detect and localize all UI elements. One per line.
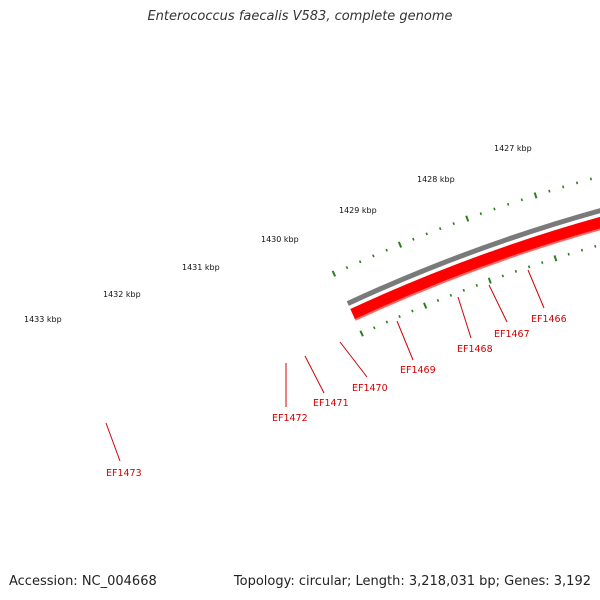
major-tick bbox=[553, 255, 558, 262]
minor-tick bbox=[541, 261, 544, 265]
kbp-label: 1430 kbp bbox=[261, 235, 299, 244]
minor-tick bbox=[501, 274, 505, 278]
minor-tick bbox=[589, 177, 593, 181]
minor-tick bbox=[514, 269, 518, 273]
minor-tick bbox=[594, 244, 597, 248]
minor-tick bbox=[385, 320, 389, 324]
inner-tick-track bbox=[359, 244, 597, 337]
page-title: Enterococcus faecalis V583, complete gen… bbox=[147, 9, 453, 24]
minor-tick bbox=[411, 309, 414, 313]
minor-tick bbox=[493, 207, 496, 211]
outer-tick-track bbox=[331, 177, 593, 277]
gene-leader-line bbox=[457, 296, 472, 339]
minor-tick bbox=[548, 189, 551, 193]
minor-tick bbox=[567, 252, 570, 256]
minor-tick bbox=[527, 265, 531, 269]
kbp-label: 1427 kbp bbox=[494, 144, 532, 153]
gene-leader-line bbox=[488, 284, 508, 323]
minor-tick bbox=[575, 181, 579, 185]
minor-tick bbox=[385, 248, 388, 252]
gene-label-ef1471[interactable]: EF1471 bbox=[313, 398, 349, 409]
gene-block[interactable] bbox=[350, 163, 600, 319]
minor-tick bbox=[425, 232, 428, 236]
major-tick bbox=[465, 215, 470, 222]
kbp-label: 1432 kbp bbox=[103, 290, 141, 299]
kbp-label: 1429 kbp bbox=[339, 206, 377, 215]
minor-tick bbox=[412, 237, 415, 241]
minor-tick bbox=[562, 185, 565, 189]
minor-tick bbox=[398, 314, 401, 319]
gene-track bbox=[350, 163, 600, 321]
genome-backbone bbox=[346, 208, 600, 306]
accession-label: Accession: NC_004668 bbox=[9, 574, 157, 589]
major-tick bbox=[423, 302, 428, 309]
minor-tick bbox=[479, 212, 483, 216]
gene-leader-line bbox=[105, 422, 121, 462]
minor-tick bbox=[436, 298, 440, 302]
gene-label-ef1472[interactable]: EF1472 bbox=[272, 413, 308, 424]
gene-leader-line bbox=[527, 269, 545, 309]
minor-tick bbox=[475, 283, 478, 287]
genome-summary: Topology: circular; Length: 3,218,031 bp… bbox=[233, 574, 591, 589]
major-tick bbox=[533, 192, 538, 199]
major-tick bbox=[331, 270, 337, 277]
gene-leader-line bbox=[339, 341, 368, 378]
gene-label-ef1470[interactable]: EF1470 bbox=[352, 383, 388, 394]
minor-tick bbox=[580, 248, 584, 252]
gene-label-ef1473[interactable]: EF1473 bbox=[106, 468, 142, 479]
minor-tick bbox=[372, 326, 376, 330]
minor-tick bbox=[449, 293, 453, 297]
kbp-label: 1431 kbp bbox=[182, 263, 220, 272]
major-tick bbox=[487, 277, 492, 284]
minor-tick bbox=[438, 227, 442, 231]
minor-tick bbox=[520, 198, 523, 202]
kbp-label: 1428 kbp bbox=[417, 175, 455, 184]
kbp-labels: 1427 kbp 1428 kbp 1429 kbp 1430 kbp 1431 kbp… bbox=[24, 144, 532, 324]
minor-tick bbox=[372, 254, 375, 258]
kbp-label: 1433 kbp bbox=[24, 315, 62, 324]
minor-tick bbox=[345, 266, 349, 270]
minor-tick bbox=[462, 288, 466, 292]
major-tick bbox=[397, 241, 403, 248]
gene-label-ef1467[interactable]: EF1467 bbox=[494, 329, 530, 340]
major-tick bbox=[359, 330, 364, 337]
gene-leader-line bbox=[396, 320, 414, 361]
gene-label-ef1468[interactable]: EF1468 bbox=[457, 344, 493, 355]
minor-tick bbox=[506, 202, 510, 206]
minor-tick bbox=[358, 260, 362, 264]
minor-tick bbox=[452, 222, 455, 226]
gene-label-ef1469[interactable]: EF1469 bbox=[400, 365, 436, 376]
gene-label-ef1466[interactable]: EF1466 bbox=[531, 314, 567, 325]
gene-leader-line bbox=[304, 355, 325, 394]
